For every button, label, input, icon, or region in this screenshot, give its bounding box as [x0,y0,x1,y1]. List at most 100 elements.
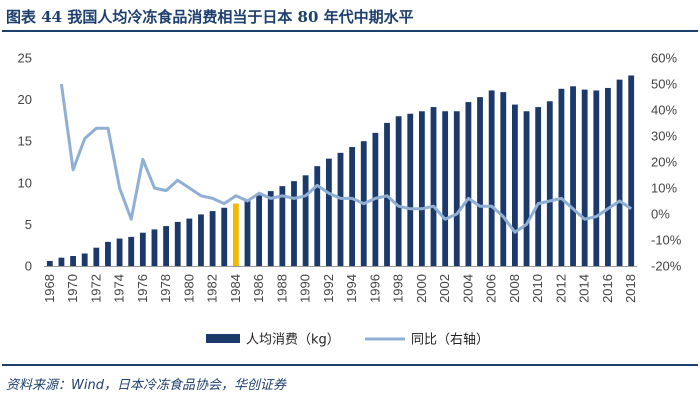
bar [221,207,228,266]
x-axis-tick-label: 2008 [507,274,522,303]
x-axis-tick-label: 2004 [460,274,475,303]
bar [291,181,297,266]
bar [337,152,344,266]
right-axis-tick-label: 60% [651,51,677,66]
bar [174,221,181,266]
figure-title: 图表 44 我国人均冷冻食品消费相当于日本 80 年代中期水平 [6,8,414,26]
x-axis-tick-label: 1990 [298,274,313,303]
bar [58,257,65,266]
x-axis-tick-label: 1992 [321,274,336,303]
bar [465,102,472,266]
legend-bar-label: 人均消费（kg） [246,333,340,348]
bar [616,79,623,266]
x-axis-tick-label: 2000 [414,274,429,303]
bar [605,87,611,266]
left-axis-tick-label: 5 [25,217,32,232]
left-axis-tick-label: 10 [18,175,32,190]
bar [325,158,332,266]
source-bar: 资料来源：Wind，日本冷冻食品协会，华创证券 [0,362,700,401]
right-y-axis: -20% -10% 0% 10% 20% 30% 40% 50% 60% [651,51,682,274]
x-axis-tick-label: 1984 [228,274,243,303]
x-axis-tick-label: 1986 [251,274,266,303]
right-axis-tick-label: 30% [651,129,677,144]
x-axis-tick-label: 2012 [553,274,568,303]
x-axis-tick-label: 1980 [181,274,196,303]
left-axis-tick-label: 0 [25,259,32,274]
bar [139,232,146,266]
bar [628,75,635,266]
bar [430,107,437,266]
bar [256,195,263,266]
x-axis-tick-label: 1988 [274,274,289,303]
bar [500,92,507,266]
right-axis-tick-label: 10% [651,181,677,196]
figure-title-bar: 图表 44 我国人均冷冻食品消费相当于日本 80 年代中期水平 [0,0,700,32]
bar [209,211,216,266]
bar [349,147,356,266]
right-axis-tick-label: -20% [651,259,682,274]
right-axis-tick-label: -10% [651,233,682,248]
bar [198,214,204,266]
title-underline [2,30,698,32]
bar [535,107,542,266]
bar [46,261,53,266]
x-axis-tick-label: 2006 [484,274,499,303]
bar [418,111,425,266]
bar [267,191,274,266]
x-axis-tick-label: 1982 [205,274,220,303]
bar [442,111,449,266]
bar [395,116,402,267]
bar [244,199,251,266]
x-axis-tick-label: 2002 [437,274,452,303]
left-axis-tick-label: 15 [18,134,32,149]
x-axis-tick-label: 1996 [367,274,382,303]
x-axis-tick-label: 1974 [112,274,127,303]
x-axis-tick-label: 2016 [600,274,615,303]
bar-series [46,75,635,267]
right-axis-tick-label: 20% [651,155,677,170]
x-axis-tick-label: 1994 [344,274,359,303]
bar [314,166,321,266]
x-axis-tick-label: 1968 [42,274,57,303]
bar [523,111,530,266]
x-axis-tick-label: 2018 [623,274,638,303]
bar-highlight [232,203,239,266]
right-axis-tick-label: 50% [651,77,677,92]
bar [116,238,123,266]
bar [186,218,193,266]
x-axis-tick-label: 1970 [65,274,80,303]
x-axis-tick-label: 1976 [135,274,150,303]
bar [558,88,565,266]
bar [453,111,460,266]
source-note: 资料来源：Wind，日本冷冻食品协会，华创证券 [6,378,286,393]
left-axis-tick-label: 25 [18,51,32,66]
yoy-line [59,83,633,234]
right-axis-tick-label: 0% [651,207,670,222]
x-axis-tick-label: 1972 [88,274,103,303]
right-axis-tick-label: 40% [651,103,677,118]
source-rule [2,364,698,366]
chart-legend: 人均消费（kg） 同比（右轴） [206,333,489,348]
bar [128,236,135,266]
x-axis: 1968 1970 1972 1974 1976 1978 1980 1982 1984 1986… [42,266,638,303]
x-axis-tick-label: 2014 [577,274,592,303]
bar [163,226,169,266]
bar [105,241,111,266]
bar [70,256,76,266]
bar [279,186,286,266]
bar [546,101,553,266]
bar [593,90,600,266]
line-series [59,83,633,234]
bar [81,253,88,266]
legend-line-label: 同比（右轴） [411,333,489,348]
bar [477,97,483,266]
x-axis-tick-label: 2010 [530,274,545,303]
bar [512,104,518,266]
bar [488,90,495,266]
legend-bar-swatch [206,334,240,343]
bar [570,86,576,266]
bar [407,113,414,266]
x-axis-tick-label: 1998 [391,274,406,303]
left-y-axis: 0 5 10 15 20 25 [18,51,32,274]
